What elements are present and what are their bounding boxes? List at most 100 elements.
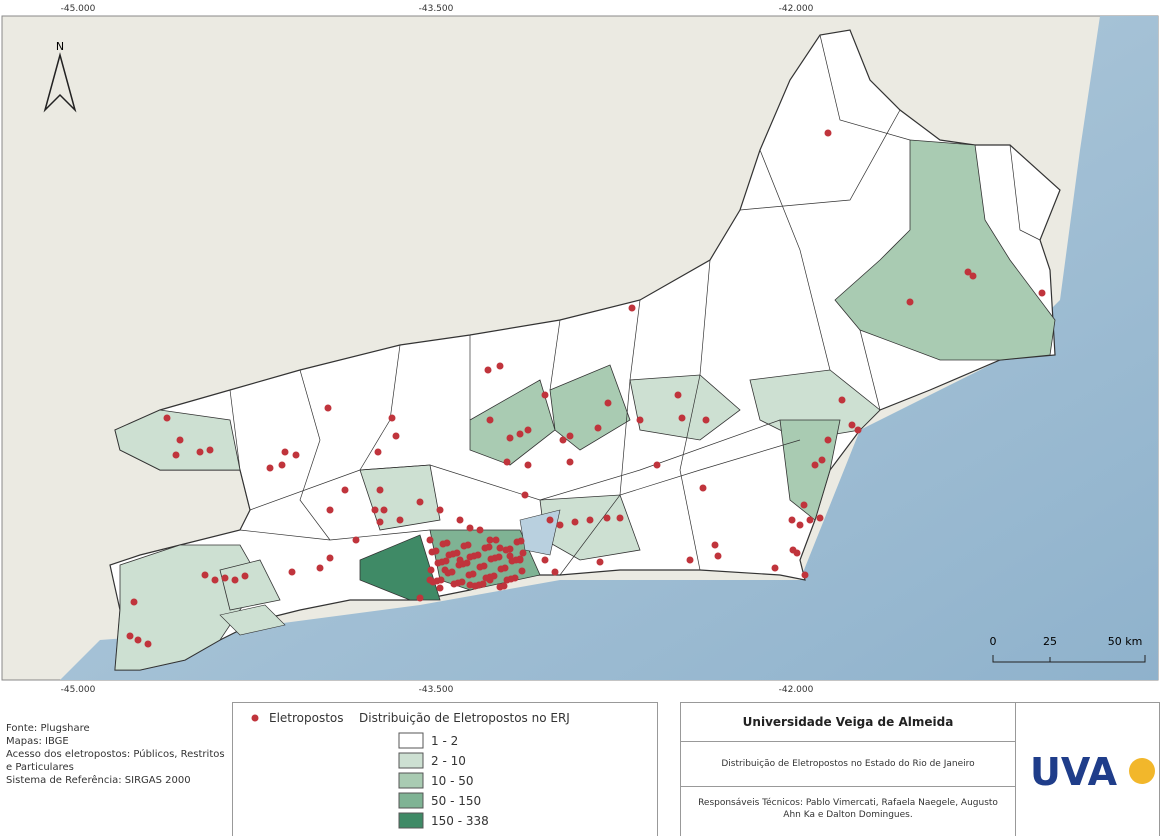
logo-box: UVA (1016, 702, 1160, 836)
charging-station (486, 536, 494, 544)
charging-station (1038, 289, 1046, 297)
charging-station (221, 574, 229, 582)
charging-station (628, 304, 636, 312)
charging-station (551, 568, 559, 576)
charging-station (444, 569, 452, 577)
logo-text: UVA (1030, 750, 1118, 794)
charging-station (964, 268, 972, 276)
charging-station (699, 484, 707, 492)
charging-station (848, 421, 856, 429)
charging-station (316, 564, 324, 572)
legend-class: 50 - 150 (431, 794, 481, 808)
logo: UVA (1030, 750, 1155, 794)
charging-station (702, 416, 710, 424)
charging-station (788, 516, 796, 524)
charging-station (241, 572, 249, 580)
charging-station (566, 432, 574, 440)
subtitle: Distribuição de Eletropostos no Estado d… (681, 742, 1015, 787)
charging-station (324, 404, 332, 412)
charging-station (519, 549, 527, 557)
charging-station (678, 414, 686, 422)
charging-station (341, 486, 349, 494)
charging-station (450, 580, 458, 588)
charging-station (824, 436, 832, 444)
charging-station (541, 391, 549, 399)
coord-label: -45.000 (61, 4, 96, 14)
charging-station (497, 565, 505, 573)
charging-station (288, 568, 296, 576)
coord-label: -45.000 (61, 685, 96, 695)
legend-swatch (398, 752, 424, 769)
charging-station (674, 391, 682, 399)
charging-station (439, 540, 447, 548)
charging-station (482, 574, 490, 582)
charging-station (176, 436, 184, 444)
charging-station (466, 553, 474, 561)
legend-class: 10 - 50 (431, 774, 474, 788)
charging-station (326, 554, 334, 562)
charging-station (388, 414, 396, 422)
legend-graphic: Eletropostos Distribuição de Eletroposto… (251, 711, 570, 829)
charging-station (636, 416, 644, 424)
legend-title: Distribuição de Eletropostos no ERJ (359, 711, 570, 725)
charging-station (352, 536, 360, 544)
north-arrow: N (43, 40, 77, 113)
charging-station (476, 526, 484, 534)
charging-station (818, 456, 826, 464)
north-label: N (56, 40, 64, 53)
credits: Responsáveis Técnicos: Pablo Vimercati, … (698, 798, 998, 820)
charging-station (486, 416, 494, 424)
charging-station (496, 362, 504, 370)
charging-station (811, 461, 819, 469)
charging-station (518, 567, 526, 575)
charging-station (481, 544, 489, 552)
charging-station (434, 559, 442, 567)
charging-station (126, 632, 134, 640)
charging-station (492, 536, 500, 544)
charging-station (266, 464, 274, 472)
charging-station (800, 501, 808, 509)
charging-station (502, 546, 510, 554)
charging-station (144, 640, 152, 648)
charging-station (686, 556, 694, 564)
legend-points: Eletropostos (269, 711, 344, 725)
charging-station (476, 563, 484, 571)
charging-station (130, 598, 138, 606)
charging-station (460, 542, 468, 550)
charging-station (854, 426, 862, 434)
charging-station (541, 556, 549, 564)
scale-label: 25 (1043, 635, 1057, 648)
charging-station (594, 424, 602, 432)
charging-station (376, 518, 384, 526)
charging-station (426, 536, 434, 544)
sea (60, 16, 1158, 680)
charging-station (278, 461, 286, 469)
charging-station (566, 458, 574, 466)
charging-station (603, 514, 611, 522)
charging-station (326, 506, 334, 514)
charging-station (711, 541, 719, 549)
charging-station (906, 298, 914, 306)
charging-station (516, 430, 524, 438)
charging-station (134, 636, 142, 644)
charging-station (428, 548, 436, 556)
charging-station (456, 516, 464, 524)
charging-station (371, 506, 379, 514)
legend-dot (251, 714, 259, 722)
notes: Fonte: Plugshare Mapas: IBGE Acesso dos … (6, 722, 231, 787)
charging-station (436, 506, 444, 514)
charging-station (484, 366, 492, 374)
charging-station (503, 458, 511, 466)
legend-class: 150 - 338 (431, 814, 489, 828)
coord-label: -43.500 (419, 685, 454, 695)
charging-station (429, 578, 437, 586)
charging-station (396, 516, 404, 524)
charging-station (616, 514, 624, 522)
charging-station (172, 451, 180, 459)
charging-station (471, 582, 479, 590)
legend-class: 2 - 10 (431, 754, 466, 768)
charging-station (806, 516, 814, 524)
legend-class: 1 - 2 (431, 734, 458, 748)
island (219, 604, 286, 636)
